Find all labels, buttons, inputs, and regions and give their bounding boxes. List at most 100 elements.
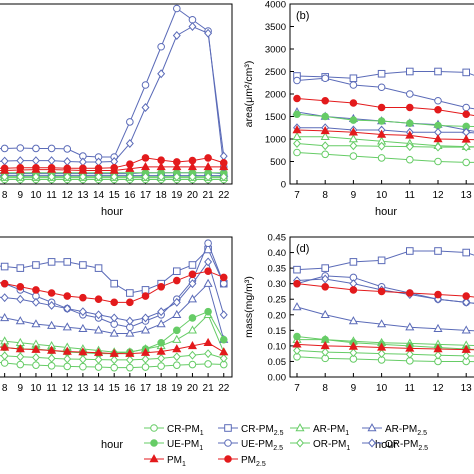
x-axis-label: hour — [375, 206, 397, 218]
data-point-ar-pm2-5 — [156, 319, 166, 328]
data-point-cr-pm2-5 — [349, 74, 358, 83]
data-point-cr-pm2-5 — [16, 264, 25, 272]
x-tick-label: 17 — [140, 190, 152, 201]
legend-label: PM1 — [167, 455, 186, 468]
x-tick-label: 10 — [376, 190, 388, 201]
data-point-pm2-5 — [126, 298, 134, 307]
data-point-pm1 — [433, 134, 443, 143]
legend-marker — [295, 423, 305, 432]
data-point-pm1 — [377, 342, 387, 351]
data-point-ar-pm2-5 — [78, 323, 88, 332]
data-point-pm1 — [292, 125, 302, 134]
data-point-cr-pm2-5 — [188, 261, 197, 269]
x-tick-label: 13 — [461, 383, 473, 394]
data-point-or-pm1 — [0, 351, 9, 361]
series-line-cr-pm1 — [296, 356, 474, 363]
data-point-pm2-5 — [349, 286, 358, 294]
legend-label: CR-PM1 — [167, 424, 204, 437]
y-tick-label: 0.20 — [268, 310, 287, 321]
data-point-pm2-5 — [462, 110, 471, 119]
legend-entry-pm1: PM1 — [144, 454, 186, 468]
data-point-or-pm1 — [349, 141, 358, 151]
data-point-pm2-5 — [110, 298, 118, 307]
panel-label: (d) — [296, 243, 309, 255]
series-group — [0, 239, 229, 372]
series-line-or-pm2-5 — [296, 278, 474, 304]
data-point-pm2-5 — [79, 164, 87, 173]
series-group — [292, 67, 474, 167]
data-point-ue-pm2-5 — [173, 4, 181, 13]
data-point-pm1 — [348, 127, 358, 136]
data-point-ue-pm2-5 — [349, 81, 358, 89]
data-point-ar-pm2-5 — [433, 323, 443, 332]
data-point-pm1 — [140, 347, 151, 356]
series-line-ar-pm1 — [297, 339, 474, 346]
x-tick-label: 8 — [322, 190, 328, 201]
plot-frame — [289, 236, 474, 378]
y-tick-label: 0.35 — [268, 264, 287, 275]
data-point-pm2-5 — [434, 105, 442, 114]
y-tick-label: 0.45 — [268, 233, 287, 244]
data-point-pm2-5 — [32, 164, 40, 172]
data-point-or-pm1 — [434, 142, 442, 152]
legend-label: UE-PM2.5 — [241, 439, 283, 452]
x-tick-label: 20 — [187, 190, 199, 201]
data-point-pm1 — [140, 161, 151, 171]
data-point-pm1 — [125, 348, 135, 357]
data-point-or-pm2-5 — [31, 156, 40, 166]
legend-entry-pm2-5: PM2.5 — [218, 455, 266, 468]
data-point-pm1 — [62, 346, 72, 355]
data-point-or-pm2-5 — [78, 307, 87, 317]
y-tick-label: 0.30 — [268, 279, 287, 290]
series-line-ue-pm2-5 — [0, 241, 225, 328]
data-point-cr-pm1 — [126, 363, 134, 372]
data-point-cr-pm1 — [406, 155, 414, 164]
data-point-ue-pm2-5 — [434, 96, 442, 105]
series-line-ue-pm2-5 — [0, 7, 225, 167]
data-point-ue-pm2-5 — [204, 239, 212, 248]
x-tick-label: 13 — [461, 190, 473, 201]
x-tick-label: 12 — [62, 190, 74, 201]
legend-label: CR-PM2.5 — [241, 424, 284, 437]
data-point-or-pm1 — [462, 351, 471, 361]
data-point-ar-pm1 — [187, 325, 198, 334]
data-point-ue-pm1 — [293, 110, 301, 119]
data-point-or-pm2-5 — [462, 297, 471, 307]
data-point-or-pm1 — [219, 353, 228, 363]
data-point-or-pm1 — [47, 172, 56, 182]
data-point-pm1 — [47, 345, 57, 354]
x-tick-label: 17 — [140, 383, 152, 394]
series-line-pm2-5 — [0, 157, 224, 169]
x-tick-label: 14 — [93, 190, 105, 201]
data-point-pm2-5 — [141, 154, 150, 162]
panel-label: (b) — [296, 10, 309, 22]
legend-label: AR-PM2.5 — [385, 424, 427, 437]
data-point-pm2-5 — [157, 156, 165, 164]
data-point-pm2-5 — [377, 287, 386, 296]
x-tick-label: 7 — [294, 190, 300, 201]
data-point-ue-pm2-5 — [0, 144, 9, 153]
data-point-ue-pm2-5 — [462, 103, 471, 112]
data-point-ue-pm2-5 — [219, 279, 228, 288]
data-point-pm2-5 — [173, 158, 181, 166]
data-point-pm1 — [109, 348, 119, 357]
series-line-or-pm1 — [296, 350, 474, 357]
data-point-or-pm1 — [434, 350, 442, 360]
data-point-ar-pm2-5 — [320, 309, 330, 318]
data-point-or-pm1 — [377, 349, 386, 359]
data-point-cr-pm1 — [349, 152, 358, 160]
data-point-pm1 — [93, 347, 104, 356]
x-tick-label: 15 — [109, 383, 121, 394]
x-tick-label: 11 — [405, 383, 416, 394]
data-point-ue-pm2-5 — [126, 118, 134, 126]
data-point-cr-pm1 — [63, 362, 72, 371]
data-point-or-pm1 — [78, 354, 87, 364]
data-point-or-pm1 — [125, 355, 134, 365]
data-point-ar-pm2-5 — [15, 316, 25, 325]
data-point-pm1 — [405, 343, 415, 352]
legend-marker — [150, 439, 158, 447]
data-point-cr-pm1 — [47, 362, 56, 370]
data-point-pm2-5 — [16, 282, 25, 291]
x-tick-label: 19 — [171, 190, 183, 201]
data-point-ar-pm2-5 — [461, 325, 471, 334]
